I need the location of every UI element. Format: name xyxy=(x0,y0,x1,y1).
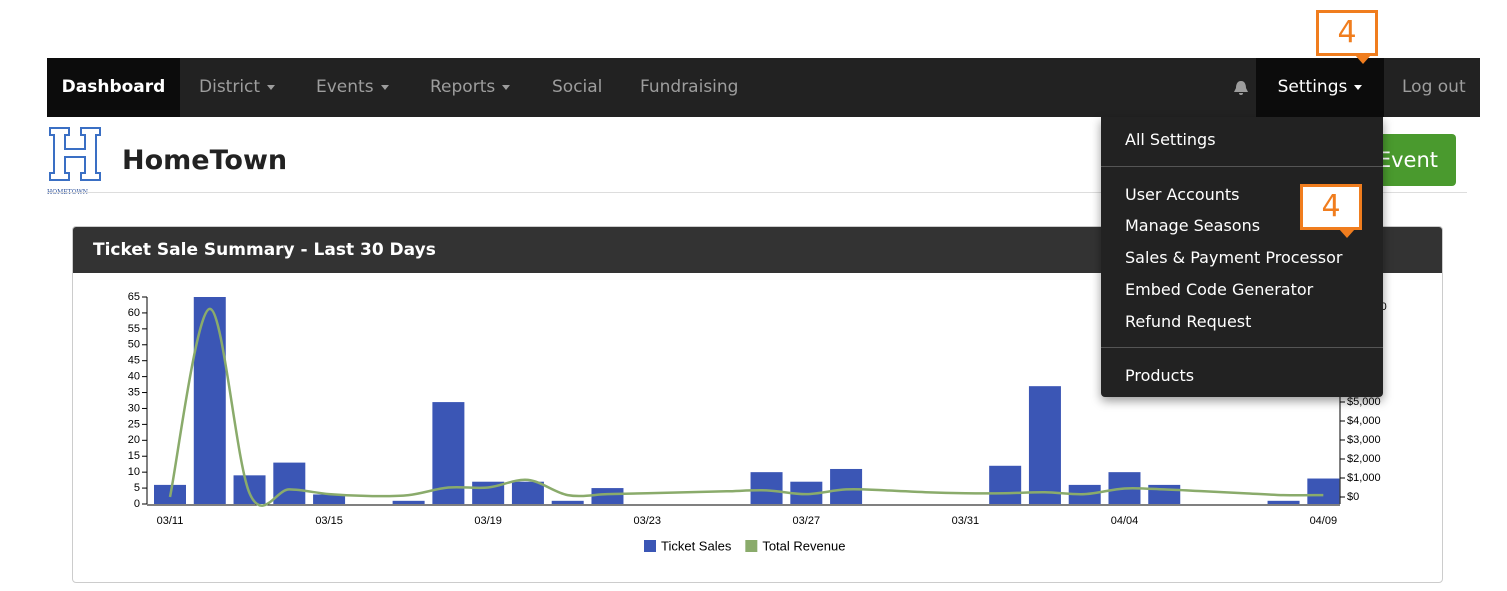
y-tick-label: 65 xyxy=(128,291,140,303)
header-divider xyxy=(47,192,1467,193)
x-tick-label: 03/19 xyxy=(474,515,502,527)
bar xyxy=(750,472,783,504)
bar xyxy=(551,500,584,504)
bar xyxy=(511,481,544,504)
y-tick-label: 45 xyxy=(128,355,140,367)
y-tick-label: 40 xyxy=(128,371,140,383)
x-tick-label: 04/04 xyxy=(1111,515,1139,527)
menu-divider xyxy=(1101,166,1383,167)
y-tick-label: 20 xyxy=(128,434,140,446)
menu-item[interactable]: Sales & Payment Processor xyxy=(1125,248,1343,267)
menu-item[interactable]: User Accounts xyxy=(1125,185,1240,204)
y2-tick-label: $4,000 xyxy=(1347,415,1381,427)
nav-item[interactable]: Reports xyxy=(430,58,511,117)
y-tick-label: 50 xyxy=(128,339,140,351)
bar xyxy=(233,475,266,504)
bell-icon[interactable] xyxy=(1233,80,1249,96)
y-tick-label: 25 xyxy=(128,418,140,430)
y2-tick-label: $0 xyxy=(1347,491,1359,503)
bar xyxy=(313,494,346,504)
y-tick-label: 55 xyxy=(128,323,140,335)
x-tick-label: 03/23 xyxy=(633,515,661,527)
nav-item[interactable]: Social xyxy=(552,77,603,97)
x-tick-label: 04/09 xyxy=(1310,515,1338,527)
y-tick-label: 15 xyxy=(128,450,140,462)
bar xyxy=(591,488,624,504)
y2-tick-label: $2,000 xyxy=(1347,453,1381,465)
nav-item[interactable]: Dashboard xyxy=(47,58,180,117)
menu-item[interactable]: Products xyxy=(1125,366,1195,385)
x-tick-label: 03/11 xyxy=(157,515,184,527)
callout: 4 xyxy=(1300,184,1362,238)
navbar: Dashboard District Events Reports Social… xyxy=(47,58,1480,117)
menu-item[interactable]: Refund Request xyxy=(1125,312,1252,331)
legend-label: Ticket Sales xyxy=(661,538,732,553)
bar xyxy=(989,465,1022,504)
x-tick-label: 03/27 xyxy=(793,515,821,527)
x-tick-label: 03/15 xyxy=(315,515,343,527)
y-tick-label: 5 xyxy=(134,482,140,494)
nav-item[interactable]: Fundraising xyxy=(640,77,739,97)
bar xyxy=(830,468,863,504)
bar xyxy=(1307,478,1340,504)
y2-tick-label: $3,000 xyxy=(1347,434,1381,446)
legend-label: Total Revenue xyxy=(762,538,845,553)
bar xyxy=(392,500,425,504)
bar xyxy=(1267,500,1300,504)
legend-swatch xyxy=(644,540,656,552)
y2-tick-label: $1,000 xyxy=(1347,472,1381,484)
y-tick-label: 30 xyxy=(128,402,140,414)
callout: 4 xyxy=(1316,10,1378,64)
bar xyxy=(193,297,226,504)
nav-settings[interactable]: Settings xyxy=(1256,58,1384,117)
menu-divider xyxy=(1101,347,1383,348)
bar xyxy=(790,481,823,504)
y-tick-label: 35 xyxy=(128,386,140,398)
line xyxy=(168,307,1324,507)
logo-mark xyxy=(49,127,101,181)
nav-item[interactable]: Events xyxy=(316,58,389,117)
nav-logout[interactable]: Log out xyxy=(1402,77,1466,97)
settings-dropdown: All Settings User Accounts Manage Season… xyxy=(1101,117,1383,397)
menu-item[interactable]: All Settings xyxy=(1125,130,1216,149)
y2-tick-label: $5,000 xyxy=(1347,396,1381,408)
site-title: HomeTown xyxy=(122,145,288,176)
y-tick-label: 10 xyxy=(128,466,140,478)
menu-item[interactable]: Manage Seasons xyxy=(1125,216,1261,235)
bar xyxy=(1028,386,1061,504)
legend-swatch xyxy=(745,540,758,552)
x-tick-label: 03/31 xyxy=(952,515,980,527)
menu-item[interactable]: Embed Code Generator xyxy=(1125,280,1314,299)
y-tick-label: 0 xyxy=(134,498,140,510)
bar xyxy=(273,462,306,504)
y-tick-label: 60 xyxy=(128,307,140,319)
nav-item[interactable]: District xyxy=(199,58,276,117)
